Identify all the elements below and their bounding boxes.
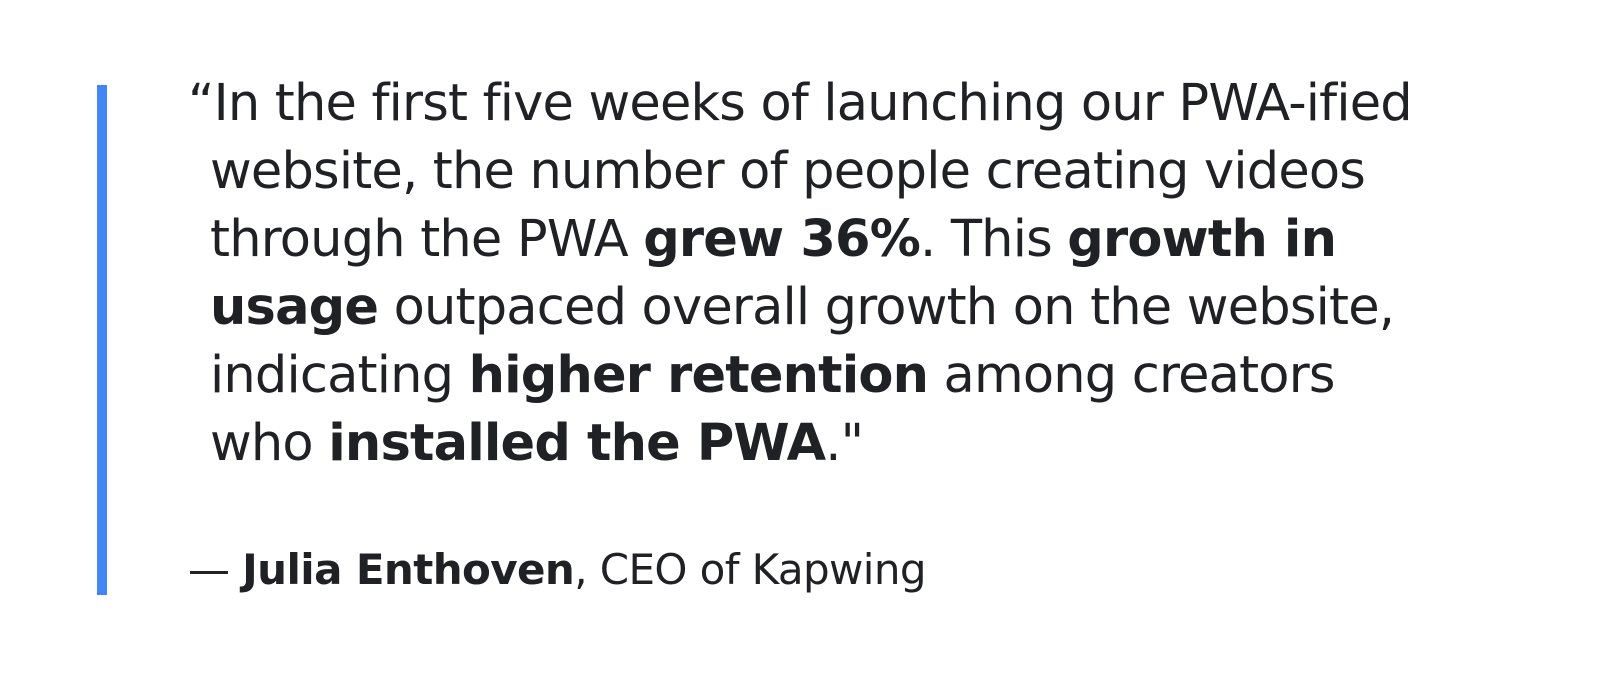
quote-attribution: — Julia Enthoven, CEO of Kapwing	[188, 545, 927, 595]
quote-text: . This	[920, 210, 1068, 269]
quote-text: among creators	[928, 346, 1336, 405]
quote-text: who	[210, 414, 329, 473]
quote-text: outpaced overall growth on the website,	[378, 278, 1395, 337]
attribution-title: , CEO of Kapwing	[574, 545, 926, 594]
attribution-dash: —	[188, 545, 243, 594]
quote-text: ."	[825, 414, 864, 473]
quote-text: website, the number of people creating v…	[210, 142, 1366, 201]
quote-line-6: who installed the PWA."	[188, 410, 1568, 478]
quote-text: through the PWA	[210, 210, 644, 269]
quote-line-3: through the PWA grew 36%. This growth in	[188, 206, 1568, 274]
quote-emphasis: usage	[210, 278, 379, 337]
quote-emphasis: growth in	[1067, 210, 1337, 269]
quote-emphasis: installed the PWA	[328, 414, 826, 473]
quote-line-1: “In the first five weeks of launching ou…	[188, 70, 1568, 138]
testimonial-quote: “In the first five weeks of launching ou…	[188, 70, 1568, 478]
quote-text: “In the first five weeks of launching ou…	[188, 74, 1413, 133]
quote-line-4: usage outpaced overall growth on the web…	[188, 274, 1568, 342]
quote-line-2: website, the number of people creating v…	[188, 138, 1568, 206]
quote-accent-bar	[97, 85, 107, 595]
quote-emphasis: higher retention	[468, 346, 929, 405]
quote-line-5: indicating higher retention among creato…	[188, 342, 1568, 410]
attribution-name: Julia Enthoven	[242, 545, 575, 594]
quote-text: indicating	[210, 346, 469, 405]
quote-emphasis: grew 36%	[643, 210, 921, 269]
